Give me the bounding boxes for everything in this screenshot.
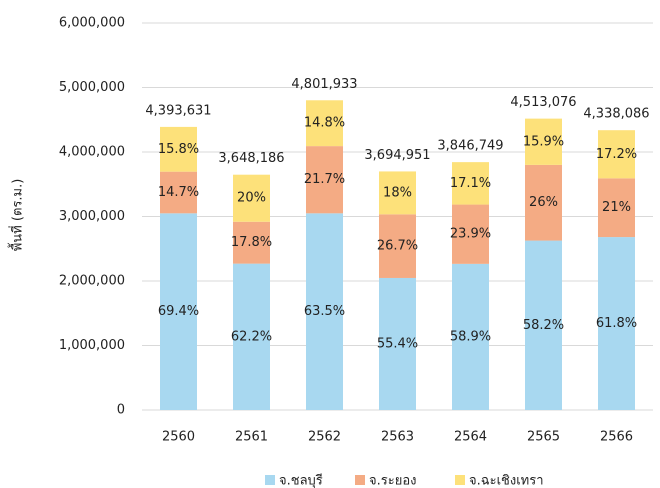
bar-segment	[160, 126, 197, 172]
x-tick-label: 2563	[381, 430, 414, 445]
y-tick-label: 0	[117, 403, 125, 418]
y-tick-label: 2,000,000	[59, 274, 125, 289]
legend-swatch	[355, 475, 365, 485]
segment-label: 63.5%	[304, 304, 345, 319]
segment-label: 55.4%	[377, 336, 418, 351]
x-tick-label: 2565	[527, 430, 560, 445]
segment-label: 21%	[602, 200, 631, 215]
total-label: 4,513,076	[510, 95, 576, 110]
bar-segment	[452, 204, 489, 264]
segment-label: 15.9%	[523, 134, 564, 149]
segment-label: 17.8%	[231, 235, 272, 250]
x-tick-label: 2562	[308, 430, 341, 445]
y-axis-label: พื้นที่ (ตร.ม.)	[8, 179, 26, 252]
bar-segment	[598, 130, 635, 179]
segment-label: 17.2%	[596, 147, 637, 162]
bar-segment	[160, 213, 197, 410]
segment-label: 14.7%	[158, 185, 199, 200]
y-tick-label: 1,000,000	[59, 338, 125, 353]
total-label: 3,694,951	[364, 148, 430, 163]
bar-segment	[160, 171, 197, 214]
x-tick-label: 2561	[235, 430, 268, 445]
bar-segment	[525, 164, 562, 241]
legend-swatch	[455, 475, 465, 485]
segment-label: 26%	[529, 195, 558, 210]
segment-label: 58.2%	[523, 318, 564, 333]
segment-label: 61.8%	[596, 316, 637, 331]
segment-label: 18%	[383, 185, 412, 200]
segment-label: 58.9%	[450, 329, 491, 344]
bar-segment	[306, 146, 343, 214]
legend-swatch	[265, 475, 275, 485]
bar-segment	[306, 100, 343, 147]
segment-label: 62.2%	[231, 329, 272, 344]
segment-label: 17.1%	[450, 176, 491, 191]
bar-segment	[306, 213, 343, 410]
segment-label: 23.9%	[450, 227, 491, 242]
bar-segment	[598, 178, 635, 238]
bar-segment	[233, 174, 270, 222]
bar-segment	[379, 277, 416, 410]
total-label: 4,393,631	[145, 103, 211, 118]
total-label: 3,846,749	[437, 139, 503, 154]
x-tick-label: 2564	[454, 430, 487, 445]
legend-label: จ.ระยอง	[369, 474, 417, 488]
segment-label: 20%	[237, 191, 266, 206]
y-tick-label: 3,000,000	[59, 209, 125, 224]
total-label: 3,648,186	[218, 151, 284, 166]
legend-label: จ.ฉะเชิงเทรา	[469, 474, 544, 488]
bar-segment	[379, 171, 416, 215]
segment-label: 14.8%	[304, 116, 345, 131]
bar-segment	[598, 237, 635, 410]
y-tick-label: 4,000,000	[59, 145, 125, 160]
bar-segment	[452, 263, 489, 410]
bar-segment	[525, 118, 562, 165]
x-tick-label: 2560	[162, 430, 195, 445]
x-tick-label: 2566	[600, 430, 633, 445]
total-label: 4,801,933	[291, 77, 357, 92]
bar-segment	[233, 263, 270, 410]
legend-label: จ.ชลบุรี	[279, 473, 323, 488]
segment-label: 21.7%	[304, 172, 345, 187]
segment-label: 15.8%	[158, 142, 199, 157]
y-tick-label: 6,000,000	[59, 16, 125, 31]
y-tick-label: 5,000,000	[59, 80, 125, 95]
bar-segment	[233, 221, 270, 264]
segment-label: 69.4%	[158, 304, 199, 319]
bar-segment	[525, 240, 562, 410]
total-label: 4,338,086	[583, 107, 649, 122]
segment-label: 26.7%	[377, 239, 418, 254]
bar-segment	[452, 162, 489, 205]
bar-segment	[379, 214, 416, 278]
